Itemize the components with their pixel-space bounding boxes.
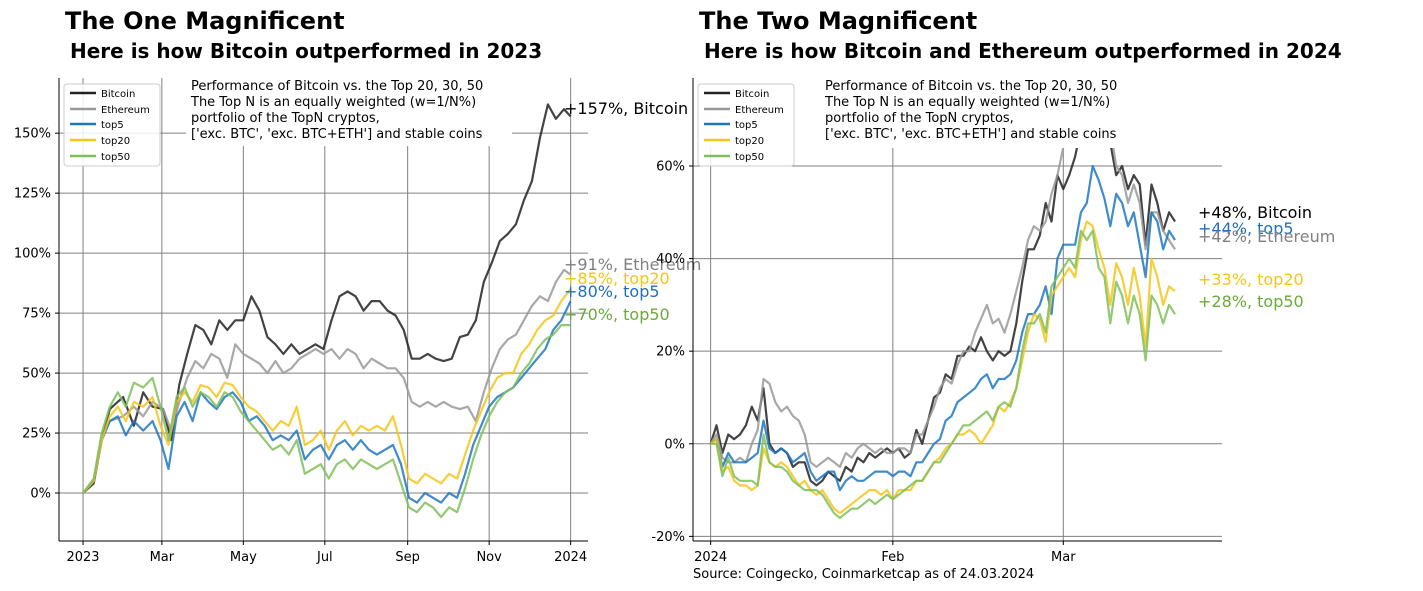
end-label-91-ethereum: +91%, Ethereum [564,255,701,274]
chart-right-note-line4: ['exc. BTC', 'exc. BTC+ETH'] and stable … [825,127,1117,142]
chart-left-note-line2: The Top N is an equally weighted (w=1/N%… [190,95,476,110]
y-tick-label: -20% [651,530,685,545]
legend-label-top50: top50 [101,152,130,163]
legend-label-top5: top5 [735,120,758,131]
y-tick-label: 100% [14,247,51,262]
chart-left-subtitle: Here is how Bitcoin outperformed in 2023 [70,39,542,63]
y-tick-label: 20% [656,345,685,360]
y-tick-label: 150% [14,127,51,142]
legend-label-top20: top20 [735,136,764,147]
series-line-top50 [710,229,1176,519]
series-line-top5 [709,164,1176,492]
x-tick-label: 2023 [66,550,99,565]
chart-right-title: The Two Magnificent [699,7,977,35]
end-label-80-top5: +80%, top5 [564,282,660,301]
x-tick-label: Mar [150,550,175,565]
x-tick-label: Sep [395,550,420,565]
end-label-157-bitcoin: +157%, Bitcoin [564,99,688,118]
chart-right-note-line3: portfolio of the TopN cryptos, [825,111,1014,126]
chart-right-subtitle: Here is how Bitcoin and Ethereum outperf… [704,39,1342,63]
chart-left-legend-frame [63,83,161,167]
legend-label-top5: top5 [101,120,124,131]
end-label-42-ethereum: +42%, Ethereum [1198,227,1335,246]
chart-right-note-line1: Performance of Bitcoin vs. the Top 20, 3… [825,79,1117,94]
series-line-top20 [82,288,572,494]
chart-left-note-bg [186,76,512,146]
chart-left-legend: Bitcoin Ethereum top5 top20 top50 [63,83,161,167]
end-label-28-top50: +28%, top50 [1198,292,1304,311]
y-tick-label: 25% [22,427,51,442]
x-tick-label: Nov [476,550,502,565]
chart-right: The Two Magnificent Here is how Bitcoin … [651,7,1341,565]
x-tick-label: Jul [316,550,333,565]
legend-label-ethereum: Ethereum [735,105,784,116]
y-tick-label: 40% [656,252,685,267]
legend-label-top50: top50 [735,152,764,163]
y-tick-label: 0% [664,437,685,452]
end-label-85-top20: +85%, top20 [564,269,670,288]
series-lines [709,148,1176,519]
chart-left: The One Magnificent Here is how Bitcoin … [14,7,701,565]
chart-right-note-line2: The Top N is an equally weighted (w=1/N%… [824,95,1110,110]
chart-left-note: Performance of Bitcoin vs. the Top 20, 3… [186,76,512,146]
end-label-70-top50: +70%, top50 [564,305,670,324]
chart-left-plot: 0% 25% 50% 75% 100% 125% 150% 2023 Mar May Jul Sep N… [14,78,588,565]
chart-left-title: The One Magnificent [65,7,345,35]
series-line-top50 [82,324,571,519]
series-line-top20 [709,220,1176,515]
x-tick-label: 2024 [694,550,727,565]
chart-left-note-line4: ['exc. BTC', 'exc. BTC+ETH'] and stable … [191,127,483,142]
y-tick-label: 75% [22,307,51,322]
y-tick-label: 125% [14,187,51,202]
end-label-44-top5: +44%, top5 [1198,219,1294,238]
x-tick-label: 2024 [554,550,587,565]
chart-left-end-labels: +157%, Bitcoin+91%, Ethereum+85%, top20+… [564,99,701,324]
chart-right-plot: -20% 0% 20% 40% 60% 2024 Feb Mar [651,78,1222,565]
y-tick-label: 0% [30,487,51,502]
series-line-ethereum [82,268,572,494]
y-tick-label: 50% [22,367,51,382]
series-line-ethereum [709,148,1176,468]
chart-right-end-labels: +48%, Bitcoin+44%, top5+42%, Ethereum +33… [1198,203,1335,311]
chart-right-note-bg [820,76,1146,146]
end-label-33-top20: +33%, top20 [1198,270,1304,289]
x-tick-label: Feb [881,550,904,565]
series-lines [82,103,572,519]
end-label-48-bitcoin: +48%, Bitcoin [1198,203,1312,222]
legend-label-ethereum: Ethereum [101,105,150,116]
chart-left-note-line3: portfolio of the TopN cryptos, [191,111,380,126]
y-tick-label: 60% [656,159,685,174]
legend-label-bitcoin: Bitcoin [101,89,135,100]
x-tick-label: Mar [1051,550,1076,565]
chart-left-note-line1: Performance of Bitcoin vs. the Top 20, 3… [191,79,483,94]
x-tick-label: May [230,550,257,565]
series-line-top5 [82,300,572,504]
source-note: Source: Coingecko, Coinmarketcap as of 2… [693,567,1034,582]
chart-right-legend: Bitcoin Ethereum top5 top20 top50 [697,83,795,167]
chart-right-note: Performance of Bitcoin vs. the Top 20, 3… [820,76,1146,146]
legend-label-top20: top20 [101,136,130,147]
legend-label-bitcoin: Bitcoin [735,89,769,100]
chart-right-legend-frame [697,83,795,167]
